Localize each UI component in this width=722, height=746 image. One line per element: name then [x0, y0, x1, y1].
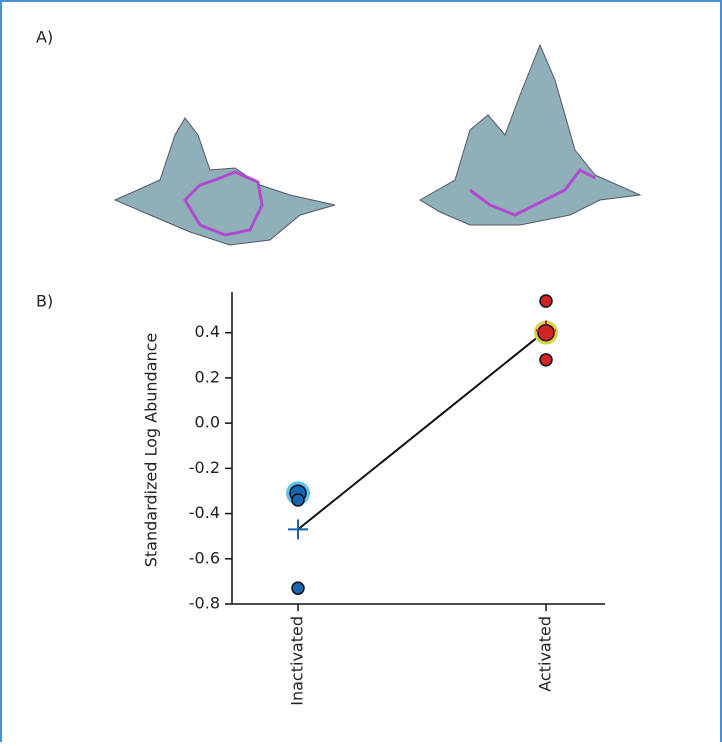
- figure: A) B) Standardized Log Abundance -0.8 -0.…: [0, 0, 722, 742]
- y-tick-label: -0.6: [189, 548, 220, 567]
- point: [292, 494, 304, 506]
- y-tick-label: 0.4: [195, 322, 220, 341]
- y-tick-label: -0.4: [189, 503, 220, 522]
- x-tick-label: Inactivated: [288, 616, 307, 706]
- point: [292, 582, 304, 594]
- frame: [1, 1, 721, 742]
- mean-marker: [288, 519, 308, 539]
- point: [540, 354, 552, 366]
- surface-left: [115, 118, 335, 245]
- surface-right: [420, 45, 640, 225]
- x-tick-label: Activated: [536, 616, 555, 692]
- y-tick-label: -0.2: [189, 458, 220, 477]
- panel-label: A): [36, 28, 53, 47]
- y-tick-label: -0.8: [189, 594, 220, 613]
- mean-line: [298, 330, 546, 529]
- y-tick-label: 0.0: [195, 413, 220, 432]
- panel-label: B): [36, 292, 53, 311]
- page: {"panels": {"a_label": "A)", "b_label": …: [0, 0, 722, 746]
- y-tick-label: 0.2: [195, 367, 220, 386]
- y-axis-title: Standardized Log Abundance: [142, 333, 161, 568]
- point: [540, 295, 552, 307]
